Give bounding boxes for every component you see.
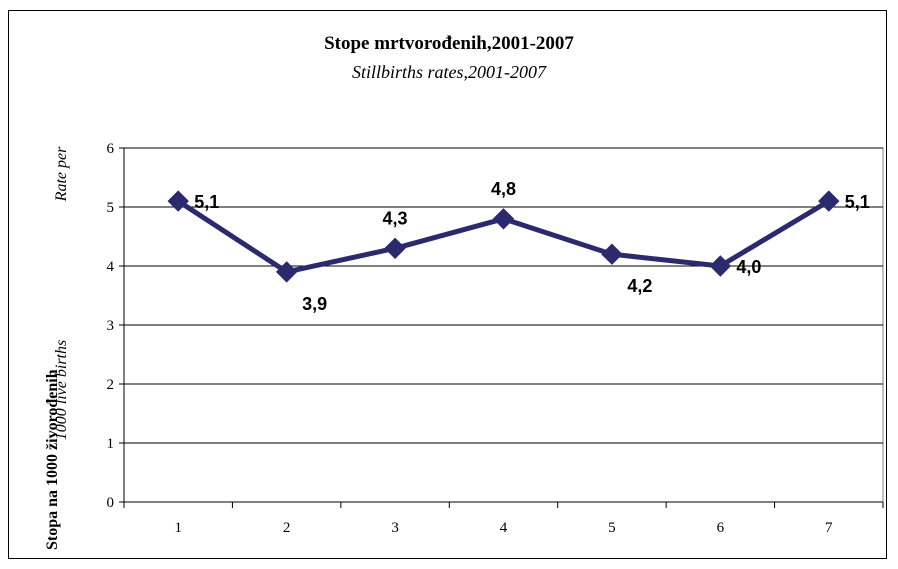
data-point-marker [275, 261, 298, 283]
chart-subtitle: Stillbirths rates,2001-2007 [351, 62, 546, 82]
data-point-marker [709, 255, 732, 277]
y-tick-label: 1 [107, 436, 115, 452]
y-tick-label: 2 [107, 377, 115, 393]
x-tick-label: 6 [717, 520, 725, 536]
plot-area: 0 1 2 3 4 5 6 1 2 3 4 5 6 7 5,1 3,9 4,3 4,8 4,2 4,0 5,1 [107, 141, 884, 536]
y-tick-label: 4 [107, 259, 115, 275]
y-axis-title: Stopa na 1000 živorođenih [44, 369, 61, 550]
data-label: 4,3 [383, 208, 408, 228]
y-tick-label: 5 [107, 200, 115, 216]
x-tick-label: 5 [608, 520, 616, 536]
data-label: 5,1 [194, 192, 219, 212]
y-tick-label: 3 [107, 318, 115, 334]
data-point-marker [167, 190, 189, 212]
chart-frame [8, 10, 887, 559]
y-tick-label: 0 [107, 495, 115, 511]
data-point-marker [601, 243, 623, 265]
data-point-marker [384, 237, 406, 260]
x-tick-label: 3 [391, 520, 399, 536]
data-point-marker [818, 190, 840, 212]
x-tick-label: 4 [500, 520, 508, 536]
y-axis-subtitle-line2: 1000 live births [53, 340, 70, 440]
data-label: 4,0 [736, 257, 761, 277]
y-axis-subtitle-line1: Rate per [53, 146, 70, 202]
data-label: 4,8 [491, 179, 516, 199]
data-point-marker [492, 208, 515, 230]
data-label: 3,9 [302, 294, 327, 314]
x-tick-label: 1 [174, 520, 182, 536]
data-label: 4,2 [627, 276, 652, 296]
y-tick-label: 6 [107, 141, 115, 157]
x-tick-label: 7 [825, 520, 833, 536]
data-label: 5,1 [845, 192, 870, 212]
chart-title: Stope mrtvorođenih,2001-2007 [324, 33, 574, 54]
x-tick-label: 2 [283, 520, 291, 536]
